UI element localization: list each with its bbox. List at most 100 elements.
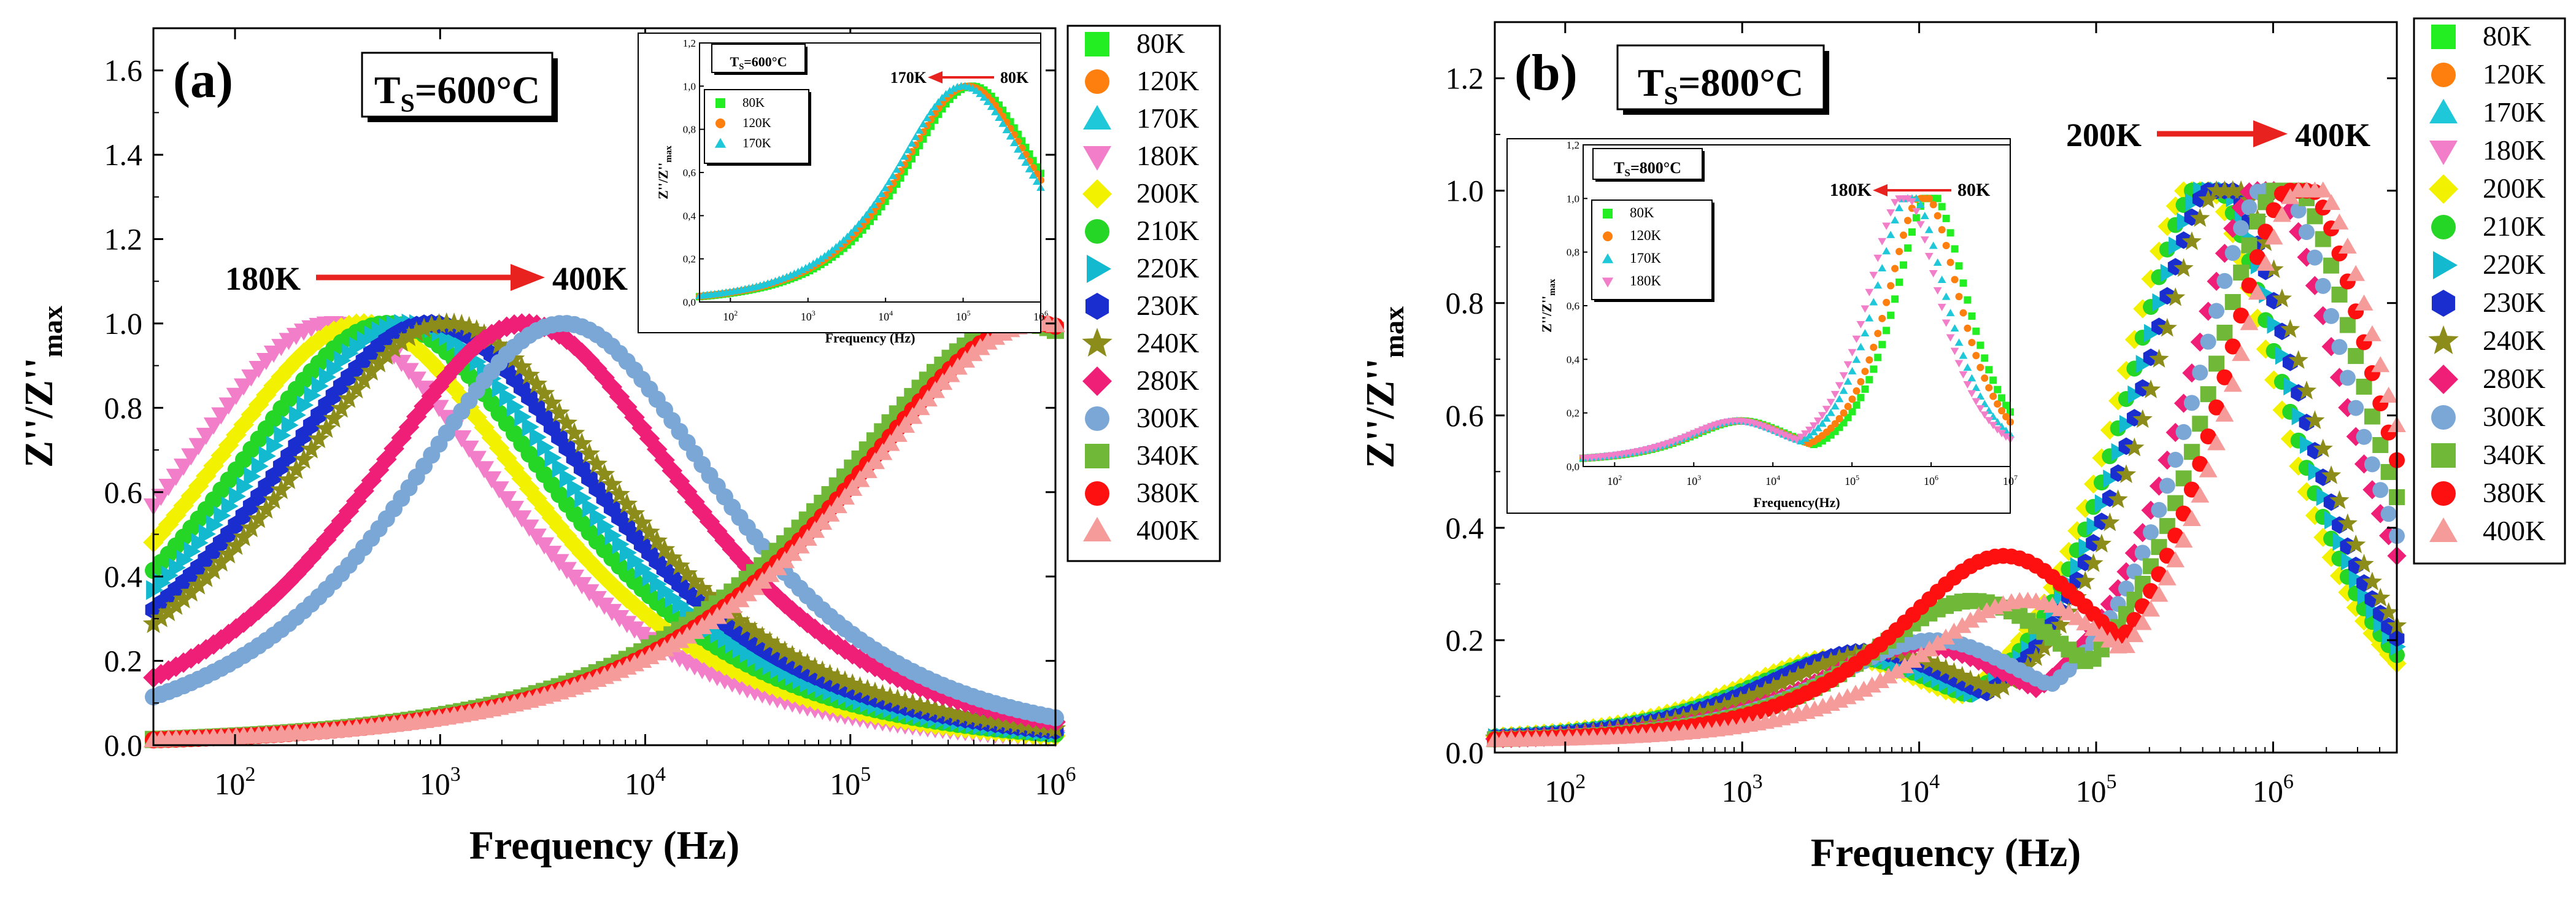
inset-x-tick-exponent: 2 — [1618, 473, 1622, 482]
data-point — [458, 341, 480, 363]
data-point — [2034, 637, 2054, 657]
data-point — [2190, 207, 2210, 227]
data-point — [158, 601, 179, 622]
inset-data-point — [1839, 386, 1848, 394]
inset-data-point — [896, 158, 905, 166]
data-point — [2200, 428, 2216, 444]
data-point — [579, 443, 600, 463]
data-point — [729, 610, 750, 630]
data-point — [228, 486, 246, 506]
inset-data-point — [1955, 262, 1963, 270]
inset-data-point — [1959, 309, 1967, 317]
data-point — [2206, 180, 2227, 199]
data-point — [406, 371, 426, 389]
x-tick-label: 104 — [625, 763, 666, 801]
legend-marker — [2431, 290, 2456, 317]
inset-data-point — [793, 268, 803, 276]
legend-marker — [1085, 32, 1109, 56]
inset-legend-label: 120K — [742, 115, 771, 130]
inset-data-point — [858, 215, 867, 223]
inset-data-point — [1830, 390, 1840, 398]
annotation-to: 400K — [2295, 117, 2370, 153]
annotation-to: 400K — [552, 260, 628, 297]
inset-data-point — [1826, 398, 1835, 406]
data-point — [552, 458, 569, 478]
inset-data-point — [1976, 363, 1984, 371]
inset-data-point — [1856, 343, 1865, 350]
data-point — [218, 543, 239, 564]
legend-marker — [1085, 406, 1109, 431]
data-point — [661, 547, 683, 567]
data-point — [2173, 258, 2194, 277]
inset-data-point — [1976, 392, 1985, 400]
data-point — [811, 660, 833, 681]
data-point — [2143, 524, 2159, 541]
legend-item-80K: 80K — [1085, 28, 1185, 59]
data-point — [278, 357, 299, 379]
data-point — [2305, 276, 2324, 295]
data-point — [512, 510, 532, 528]
legend-marker — [2431, 481, 2456, 506]
inset-data-point — [1950, 324, 1959, 332]
inset-data-point — [1942, 214, 1950, 222]
inset-data-point — [1911, 208, 1921, 216]
data-point — [2158, 569, 2177, 586]
data-point — [2160, 263, 2177, 282]
data-point — [2348, 347, 2364, 364]
legend-label: 180K — [1136, 140, 1199, 171]
data-point — [196, 427, 216, 445]
legend-item-120K: 120K — [2431, 58, 2545, 90]
inset-data-point — [1998, 407, 2006, 415]
data-point — [2347, 265, 2366, 281]
inset-data-point — [1886, 230, 1895, 238]
legend-label: 230K — [2483, 287, 2545, 318]
inset-data-point — [1968, 312, 1976, 320]
data-point — [2182, 509, 2201, 526]
data-point — [428, 313, 450, 333]
data-point — [301, 547, 322, 568]
data-point — [308, 428, 330, 449]
inset-legend-marker — [714, 137, 727, 148]
x-tick-base: 10 — [1722, 774, 1753, 808]
inset-data-point — [1903, 244, 1911, 252]
legend-label: 230K — [1136, 290, 1199, 321]
data-point — [293, 556, 314, 576]
data-point — [895, 416, 916, 433]
data-point — [244, 467, 261, 487]
data-point — [2224, 338, 2241, 355]
data-point — [2339, 317, 2356, 333]
legend-item-210K: 210K — [2431, 211, 2545, 242]
data-point — [240, 517, 262, 538]
data-point — [574, 488, 592, 508]
legend-item-120K: 120K — [1085, 65, 1199, 96]
inset-data-point — [1878, 264, 1887, 272]
data-point — [2083, 553, 2104, 572]
legend-marker — [1082, 179, 1112, 209]
data-point — [166, 468, 186, 486]
legend-marker — [2431, 405, 2456, 430]
inset-legend-marker — [1602, 253, 1614, 263]
x-tick-base: 10 — [420, 767, 450, 801]
title-t: T — [374, 68, 401, 112]
data-point — [2144, 323, 2161, 343]
legend-marker — [2431, 443, 2456, 468]
data-point — [624, 594, 645, 616]
legend-label: 210K — [1136, 215, 1199, 246]
data-point — [2119, 414, 2135, 433]
data-point — [368, 459, 390, 481]
data-point — [849, 676, 871, 697]
data-point — [2329, 490, 2350, 509]
inset-legend-marker — [1602, 277, 1614, 288]
inset-x-tick-exponent: 7 — [2014, 473, 2018, 482]
data-point — [699, 584, 720, 605]
inset-data-point — [1028, 171, 1038, 179]
data-point — [1920, 640, 1939, 657]
legend-marker — [1085, 219, 1109, 244]
legend-label: 280K — [2483, 363, 2545, 394]
data-point — [556, 412, 578, 433]
data-point — [466, 407, 487, 428]
inset-legend-label: 170K — [1630, 250, 1662, 266]
data-point — [2264, 228, 2283, 245]
inset-annotation-to: 180K — [1830, 180, 1872, 200]
data-point — [172, 588, 195, 609]
